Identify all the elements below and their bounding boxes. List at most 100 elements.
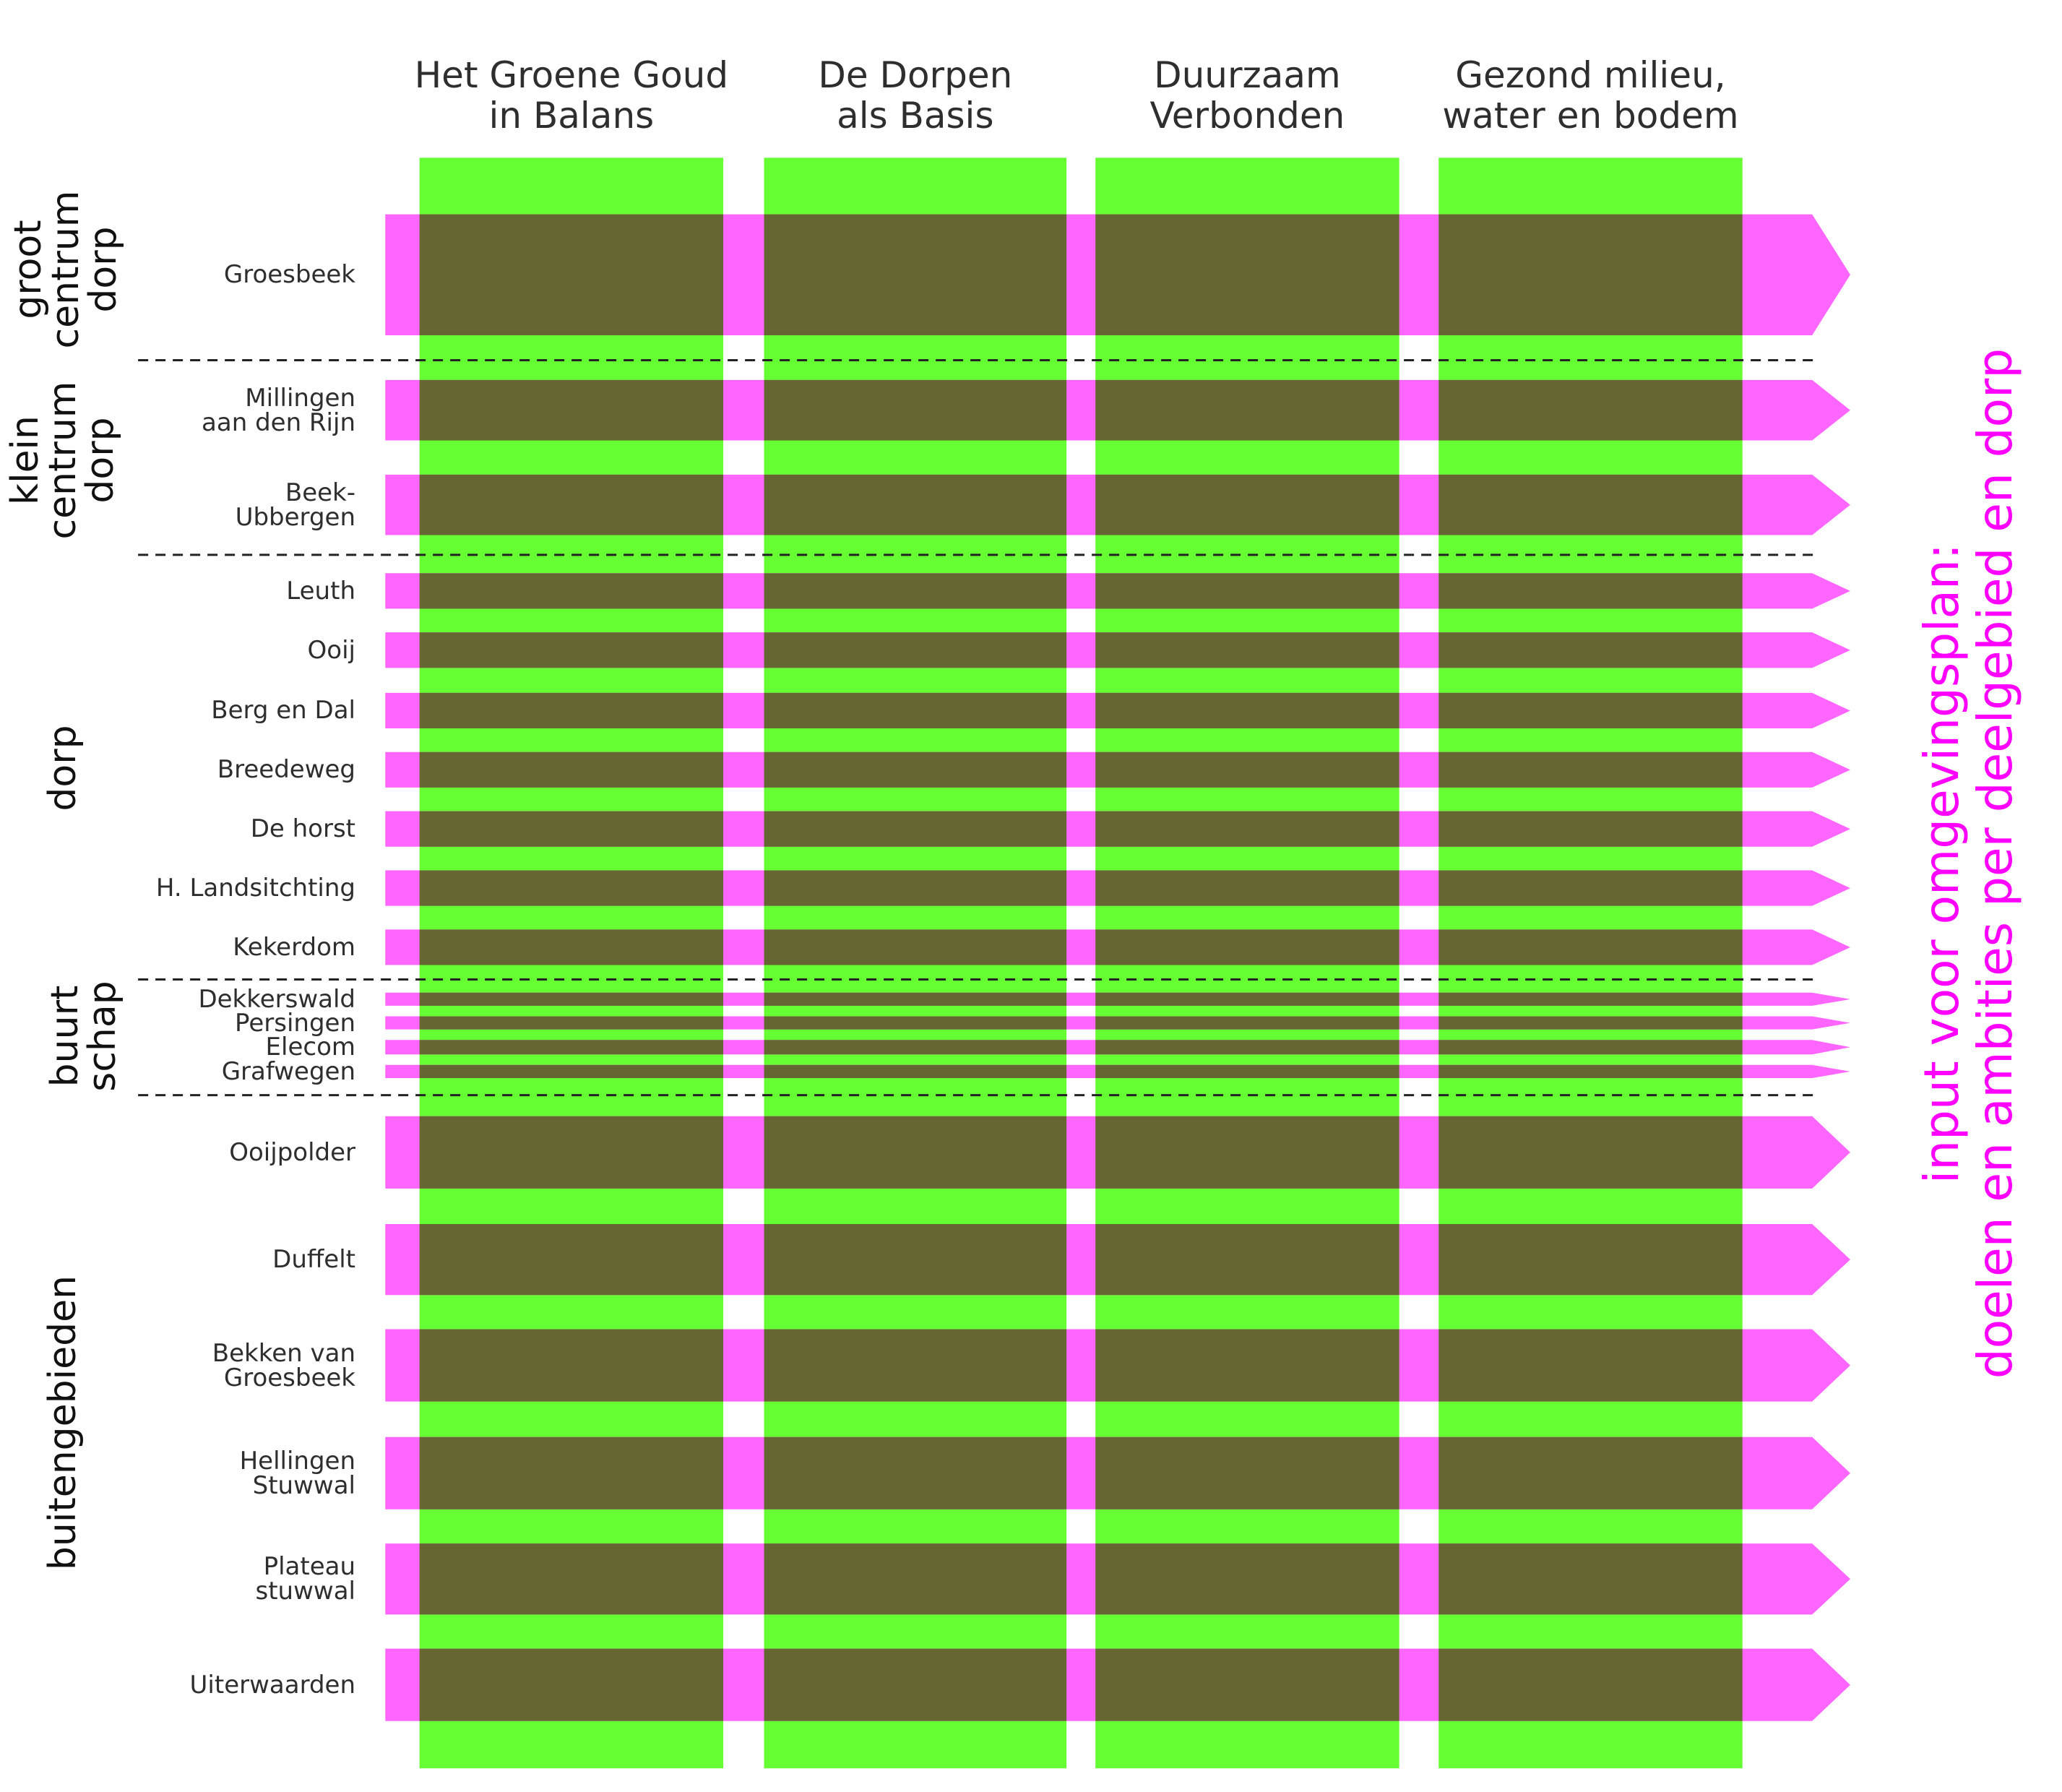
row-label-line: Millingen — [245, 383, 355, 413]
row-label-6: Berg en Dal — [211, 698, 355, 723]
row-label-18: Hellingen Stuwwal — [240, 1449, 355, 1498]
cell-overlap-r15-c2 — [764, 1116, 1067, 1189]
cell-overlap-r4-c2 — [764, 573, 1067, 609]
cell-overlap-r7-c2 — [764, 751, 1067, 788]
cell-overlap-r15-c1 — [419, 1116, 724, 1189]
cell-overlap-r19-c2 — [764, 1543, 1067, 1615]
row-label-line: Berg en Dal — [211, 696, 355, 725]
row-label-9: H. Landsitchting — [156, 876, 355, 900]
row-label-line: Stuwwal — [252, 1470, 355, 1500]
cell-overlap-r15-c3 — [1095, 1116, 1399, 1189]
row-label-7: Breedeweg — [217, 757, 355, 782]
row-label-4: Leuth — [286, 579, 355, 603]
cell-overlap-r1-c2 — [764, 214, 1067, 335]
row-label-line: Ubbergen — [235, 502, 355, 532]
cell-overlap-r10-c1 — [419, 929, 724, 965]
row-label-19: Plateau stuwwal — [256, 1554, 356, 1603]
cell-overlap-r2-c3 — [1095, 379, 1399, 441]
cell-overlap-r4-c3 — [1095, 573, 1399, 609]
cell-overlap-r8-c2 — [764, 811, 1067, 847]
cell-overlap-r10-c2 — [764, 929, 1067, 965]
cell-overlap-r6-c3 — [1095, 692, 1399, 729]
cell-overlap-r8-c1 — [419, 811, 724, 847]
cell-overlap-r14-c3 — [1095, 1064, 1399, 1079]
row-label-20: Uiterwaarden — [190, 1673, 355, 1697]
cell-overlap-r5-c1 — [419, 632, 724, 668]
cell-overlap-r9-c2 — [764, 870, 1067, 906]
row-label-line: Duffelt — [272, 1245, 355, 1275]
cell-overlap-r18-c3 — [1095, 1436, 1399, 1509]
cell-overlap-r11-c2 — [764, 992, 1067, 1006]
category-label-2: klein centrum dorp — [4, 381, 123, 540]
cell-overlap-r5-c3 — [1095, 632, 1399, 668]
row-label-8: De horst — [251, 817, 355, 841]
column-header-line: Verbonden — [1149, 95, 1345, 137]
row-label-13: Elecom — [266, 1035, 355, 1059]
cell-overlap-r18-c1 — [419, 1436, 724, 1509]
row-label-line: Kekerdom — [233, 932, 355, 962]
cell-overlap-r13-c1 — [419, 1040, 724, 1055]
cell-overlap-r10-c4 — [1438, 929, 1743, 965]
cell-overlap-r14-c4 — [1438, 1064, 1743, 1079]
row-label-1: Groesbeek — [224, 262, 355, 287]
cell-overlap-r16-c2 — [764, 1223, 1067, 1296]
column-header-line: Gezond milieu, — [1455, 54, 1726, 96]
cell-overlap-r16-c3 — [1095, 1223, 1399, 1296]
row-label-line: Leuth — [286, 576, 355, 606]
cell-overlap-r19-c3 — [1095, 1543, 1399, 1615]
side-caption-line2: doelen en ambities per deelgebied en dor… — [1967, 348, 2023, 1379]
cell-overlap-r11-c1 — [419, 992, 724, 1006]
cell-overlap-r16-c4 — [1438, 1223, 1743, 1296]
category-label-5: buitengebieden — [41, 1275, 85, 1570]
row-label-line: Persingen — [235, 1008, 355, 1038]
row-label-line: De horst — [250, 814, 355, 844]
cell-overlap-r11-c3 — [1095, 992, 1399, 1006]
cell-overlap-r20-c1 — [419, 1648, 724, 1721]
cell-overlap-r18-c4 — [1438, 1436, 1743, 1509]
category-label-4: buurt schap — [43, 981, 125, 1092]
cell-overlap-r13-c3 — [1095, 1040, 1399, 1055]
cell-overlap-r17-c1 — [419, 1329, 724, 1402]
cell-overlap-r12-c1 — [419, 1016, 724, 1030]
row-label-line: aan den Rijn — [202, 408, 355, 437]
cell-overlap-r7-c1 — [419, 751, 724, 788]
column-header-line: Het Groene Goud — [414, 54, 729, 96]
cell-overlap-r19-c1 — [419, 1543, 724, 1615]
row-label-line: Grafwegen — [221, 1056, 355, 1086]
cell-overlap-r3-c3 — [1095, 474, 1399, 535]
row-label-line: Breedeweg — [217, 755, 355, 785]
row-label-5: Ooij — [308, 638, 355, 663]
cell-overlap-r10-c3 — [1095, 929, 1399, 965]
row-label-2: Millingen aan den Rijn — [202, 386, 355, 435]
cell-overlap-r19-c4 — [1438, 1543, 1743, 1615]
cell-overlap-r13-c2 — [764, 1040, 1067, 1055]
cell-overlap-r18-c2 — [764, 1436, 1067, 1509]
cell-overlap-r8-c3 — [1095, 811, 1399, 847]
row-label-17: Bekken van Groesbeek — [212, 1341, 355, 1390]
column-header-line: water en bodem — [1442, 95, 1739, 137]
row-label-line: Bekken van — [212, 1338, 355, 1368]
row-label-14: Grafwegen — [222, 1059, 355, 1084]
cell-overlap-r9-c4 — [1438, 870, 1743, 906]
cell-overlap-r7-c4 — [1438, 751, 1743, 788]
cell-overlap-r6-c2 — [764, 692, 1067, 729]
cell-overlap-r20-c4 — [1438, 1648, 1743, 1721]
cell-overlap-r14-c2 — [764, 1064, 1067, 1079]
row-label-11: Dekkerswald — [198, 987, 355, 1012]
column-header-line: in Balans — [488, 95, 655, 137]
cell-overlap-r8-c4 — [1438, 811, 1743, 847]
cell-overlap-r4-c4 — [1438, 573, 1743, 609]
cell-overlap-r13-c4 — [1438, 1040, 1743, 1055]
column-header-4: Gezond milieu, water en bodem — [1402, 55, 1778, 136]
row-label-line: Hellingen — [239, 1446, 355, 1476]
row-label-line: Dekkerswald — [198, 984, 355, 1014]
column-header-1: Het Groene Goud in Balans — [384, 55, 759, 136]
side-caption: input voor omgevingsplan: doelen en ambi… — [1914, 348, 2023, 1379]
row-label-line: Beek- — [285, 478, 355, 507]
column-header-line: Duurzaam — [1154, 54, 1341, 96]
cell-overlap-r20-c3 — [1095, 1648, 1399, 1721]
cell-overlap-r5-c2 — [764, 632, 1067, 668]
column-header-line: als Basis — [837, 95, 994, 137]
cell-overlap-r12-c3 — [1095, 1016, 1399, 1030]
cell-overlap-r2-c2 — [764, 379, 1067, 441]
